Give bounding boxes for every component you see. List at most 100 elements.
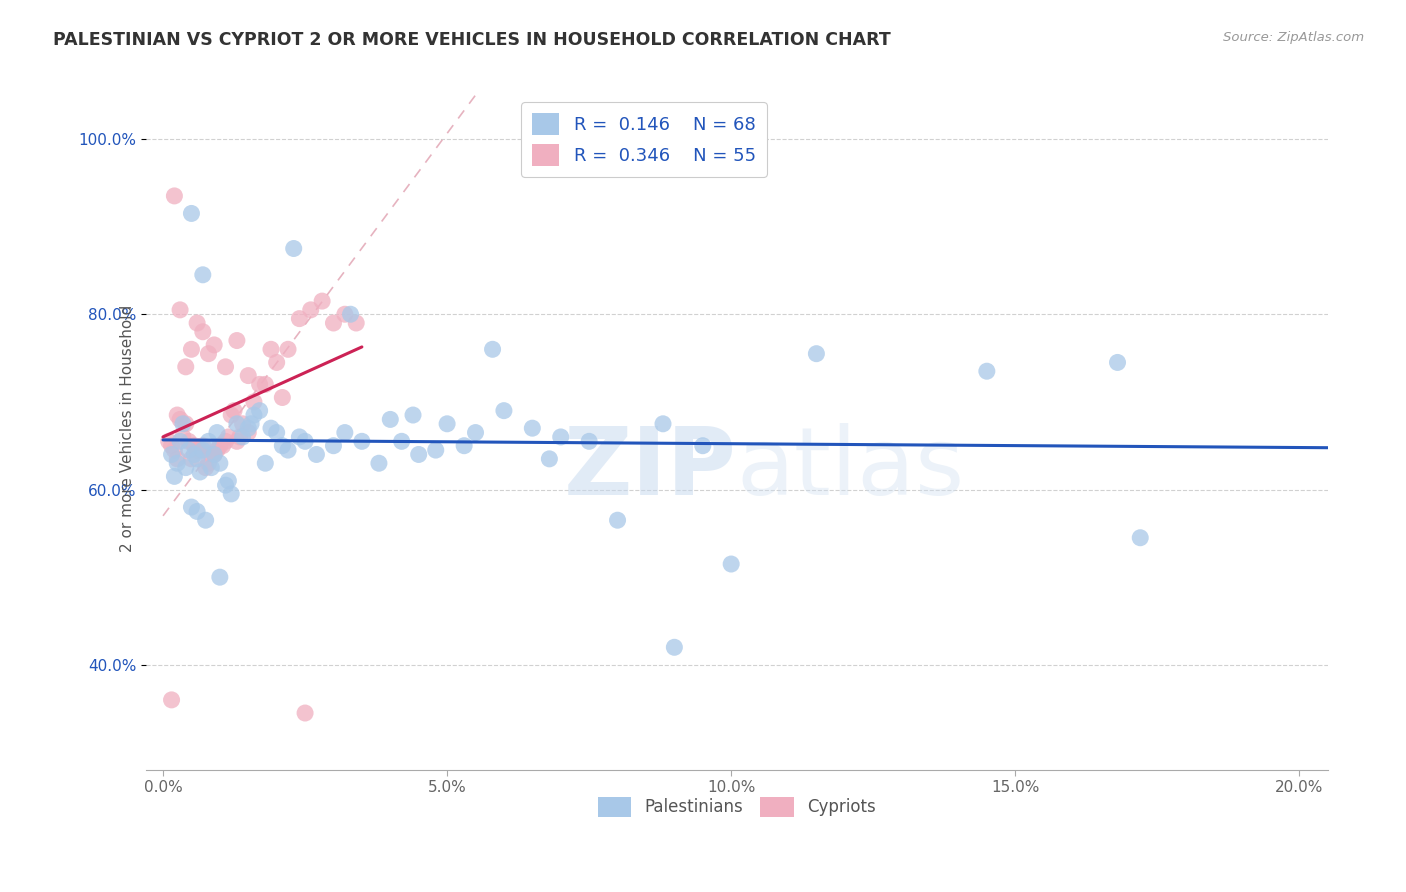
Point (225, 417, 247, 431)
Point (283, 242, 305, 256)
Point (205, 425, 228, 440)
Point (197, 456, 219, 470)
Point (238, 425, 260, 440)
Point (214, 359, 236, 374)
Point (172, 430, 194, 444)
Point (299, 302, 322, 317)
Point (550, 430, 572, 444)
Point (266, 355, 288, 369)
Point (305, 447, 328, 461)
Point (391, 434, 413, 449)
Point (249, 403, 271, 417)
Point (578, 434, 600, 449)
Point (266, 425, 288, 440)
Point (191, 325, 214, 339)
Point (180, 206, 202, 220)
Point (271, 391, 294, 405)
Point (163, 469, 186, 483)
Point (219, 408, 242, 422)
Point (172, 417, 194, 431)
Point (294, 434, 316, 449)
Point (169, 412, 191, 426)
Point (163, 189, 186, 203)
Point (225, 334, 247, 348)
Point (344, 316, 367, 330)
Point (202, 447, 225, 461)
Point (217, 474, 239, 488)
Point (522, 421, 544, 435)
Point (200, 447, 222, 461)
Point (492, 403, 515, 417)
Point (277, 343, 299, 357)
Point (169, 434, 191, 449)
Point (311, 294, 333, 309)
Point (186, 451, 208, 466)
Point (436, 417, 458, 431)
Point (720, 557, 742, 571)
Point (1129, 531, 1152, 545)
Point (180, 500, 202, 514)
Point (169, 302, 191, 317)
Point (205, 443, 228, 458)
Point (217, 430, 239, 444)
Point (183, 439, 205, 453)
Point (208, 439, 231, 453)
Point (214, 478, 236, 492)
Point (464, 425, 486, 440)
Point (243, 395, 266, 409)
Point (232, 430, 254, 444)
Point (219, 487, 242, 501)
Point (260, 343, 283, 357)
Point (408, 447, 430, 461)
Point (288, 430, 311, 444)
Point (160, 439, 183, 453)
Point (188, 465, 211, 479)
Point (232, 417, 254, 431)
Point (197, 347, 219, 361)
Point (294, 706, 316, 720)
Point (425, 443, 447, 458)
Point (260, 421, 283, 435)
Point (976, 364, 998, 378)
Point (157, 434, 180, 449)
Point (368, 456, 391, 470)
Point (339, 307, 361, 321)
Point (166, 408, 188, 422)
Point (174, 417, 197, 431)
Point (186, 443, 208, 458)
Point (183, 447, 205, 461)
Point (238, 368, 260, 383)
Point (202, 338, 225, 352)
Point (277, 443, 299, 458)
Point (160, 447, 183, 461)
Point (174, 359, 197, 374)
Point (1107, 355, 1129, 369)
Point (254, 456, 277, 470)
Point (186, 316, 208, 330)
Point (186, 504, 208, 518)
Point (380, 412, 402, 426)
Point (538, 451, 561, 466)
Point (606, 513, 628, 527)
Point (197, 434, 219, 449)
Point (160, 693, 183, 707)
Text: Source: ZipAtlas.com: Source: ZipAtlas.com (1223, 31, 1364, 45)
Point (191, 439, 214, 453)
Point (243, 408, 266, 422)
Point (222, 403, 245, 417)
Point (191, 443, 214, 458)
Y-axis label: 2 or more Vehicles in Household: 2 or more Vehicles in Household (120, 304, 135, 552)
Point (166, 456, 188, 470)
Text: PALESTINIAN VS CYPRIOT 2 OR MORE VEHICLES IN HOUSEHOLD CORRELATION CHART: PALESTINIAN VS CYPRIOT 2 OR MORE VEHICLE… (53, 31, 891, 49)
Point (188, 443, 211, 458)
Point (238, 421, 260, 435)
Point (322, 439, 344, 453)
Point (174, 460, 197, 475)
Point (664, 640, 686, 655)
Point (402, 408, 425, 422)
Point (254, 377, 277, 392)
Point (350, 434, 373, 449)
Point (180, 343, 202, 357)
Point (288, 311, 311, 326)
Point (211, 439, 233, 453)
